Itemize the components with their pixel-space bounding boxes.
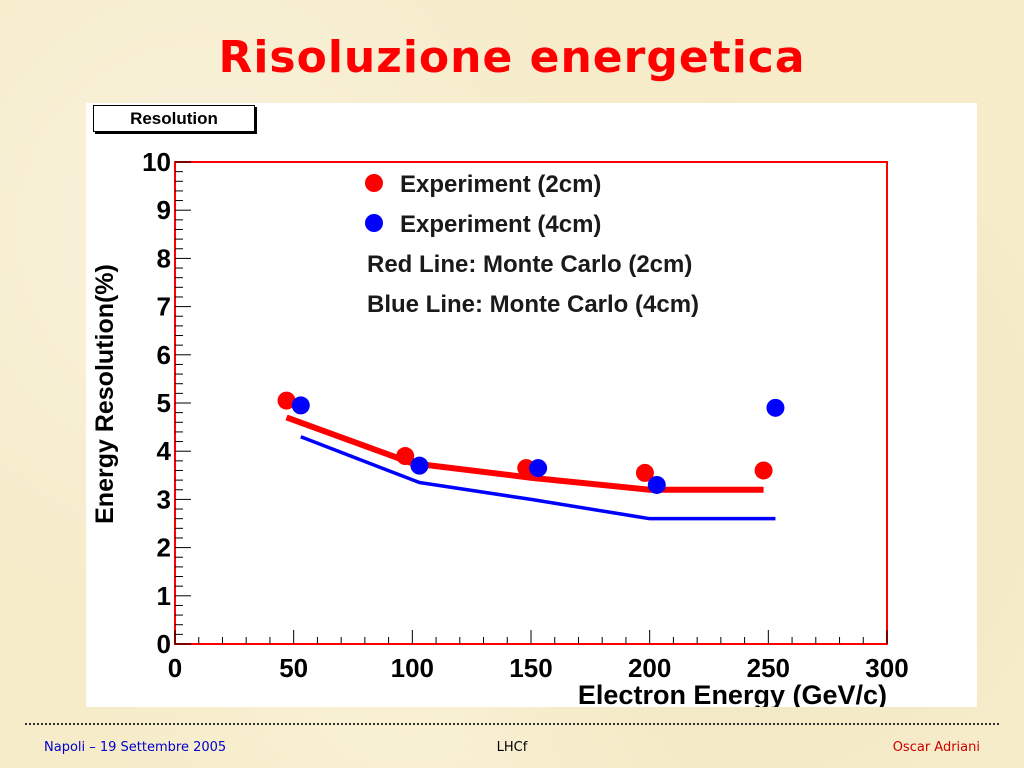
data-point-2cm (635, 463, 654, 482)
plot-panel: 0 50 100 150 200 250 300 0 1 2 3 4 5 6 7 8 9 10 Electron E… (86, 103, 977, 707)
slide-title: Risoluzione energetica (218, 32, 806, 83)
x-tick-label: 0 (168, 653, 182, 683)
y-tick-label: 6 (157, 340, 171, 370)
y-tick-label: 1 (157, 581, 171, 611)
x-tick-label: 200 (628, 653, 671, 683)
data-point-2cm (396, 447, 415, 466)
x-tick-label: 150 (509, 653, 552, 683)
data-point-4cm (529, 459, 548, 478)
legend-marker-blue-dot (365, 214, 383, 232)
y-axis-label: Energy Resolution(%) (91, 264, 119, 524)
y-tick-label: 0 (157, 629, 171, 659)
x-tick-label: 50 (279, 653, 308, 683)
y-tick-label: 2 (157, 533, 171, 563)
y-tick-label: 3 (157, 484, 171, 514)
legend-entry: Experiment (4cm) (400, 211, 601, 238)
legend-entry: Red Line: Monte Carlo (2cm) (367, 251, 692, 278)
y-tick-label: 8 (157, 243, 171, 273)
legend-marker-red-dot (365, 174, 383, 192)
data-point-2cm (277, 391, 296, 410)
x-axis-label: Electron Energy (GeV/c) (578, 680, 887, 707)
y-tick-label: 10 (142, 147, 171, 177)
legend-entry: Blue Line: Monte Carlo (4cm) (367, 291, 699, 318)
resolution-chart: 0 50 100 150 200 250 300 0 1 2 3 4 5 6 7 8 9 10 Electron E… (91, 147, 909, 707)
x-tick-label: 100 (391, 653, 434, 683)
data-point-4cm (291, 396, 310, 415)
footer-location-date: Napoli – 19 Settembre 2005 (44, 740, 227, 755)
y-tick-label: 7 (157, 292, 171, 322)
data-point-4cm (647, 475, 666, 494)
legend-entry: Experiment (2cm) (400, 171, 601, 198)
y-tick-label: 5 (157, 388, 171, 418)
y-tick-label: 9 (157, 195, 171, 225)
chart-title-box: Resolution (93, 105, 255, 132)
mc-line-4cm (300, 435, 776, 521)
x-tick-label: 250 (747, 653, 790, 683)
x-tick-label: 300 (865, 653, 908, 683)
data-point-4cm (766, 398, 785, 417)
footer-divider (25, 723, 999, 725)
y-tick-label: 4 (157, 436, 172, 466)
mc-line-2cm (285, 414, 764, 493)
footer-author: Oscar Adriani (892, 740, 980, 755)
data-point-4cm (410, 456, 429, 475)
footer-experiment: LHCf (496, 740, 528, 755)
data-point-2cm (754, 461, 773, 480)
